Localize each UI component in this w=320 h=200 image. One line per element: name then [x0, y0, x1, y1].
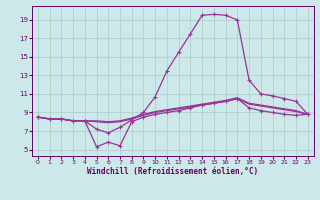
X-axis label: Windchill (Refroidissement éolien,°C): Windchill (Refroidissement éolien,°C): [87, 167, 258, 176]
